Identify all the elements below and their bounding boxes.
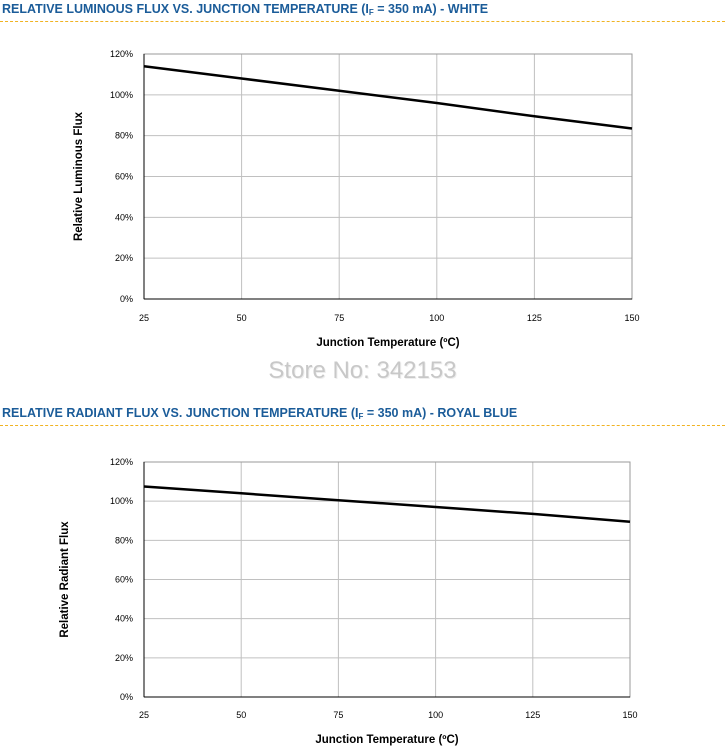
y-tick-label: 60%: [115, 575, 133, 585]
series-line-1: [143, 65, 633, 130]
x-tick-label: 100: [428, 710, 443, 720]
x-tick-label: 50: [236, 710, 246, 720]
y-tick-label: 80%: [115, 131, 133, 141]
y-tick-label: 40%: [115, 614, 133, 624]
y-tick-label: 120%: [110, 49, 133, 59]
x-tick-label: 25: [139, 313, 149, 323]
chart-1-title: RELATIVE LUMINOUS FLUX VS. JUNCTION TEMP…: [2, 2, 488, 17]
x-tick-label: 75: [333, 710, 343, 720]
x-axis-label: Junction Temperature (ºC): [316, 337, 459, 349]
x-tick-label: 150: [624, 313, 639, 323]
x-tick-label: 25: [139, 710, 149, 720]
y-tick-label: 100%: [110, 90, 133, 100]
chart-1-svg: 0% 20% 40% 60% 80% 100% 120% 25 50 75 100 125 150 Jun…: [73, 49, 640, 349]
x-axis-label: Junction Temperature (ºC): [315, 734, 458, 746]
y-tick-label: 40%: [115, 212, 133, 222]
chart-1-title-sub: F: [368, 8, 374, 17]
y-tick-label: 80%: [115, 535, 133, 545]
x-tick-label: 125: [527, 313, 542, 323]
chart-2-divider: [0, 425, 725, 426]
y-tick-label: 0%: [120, 294, 133, 304]
x-tick-label: 50: [237, 313, 247, 323]
x-tick-label: 150: [622, 710, 637, 720]
chart-1-title-pre: RELATIVE LUMINOUS FLUX VS. JUNCTION TEMP…: [2, 2, 369, 16]
y-tick-label: 60%: [115, 172, 133, 182]
y-tick-label: 100%: [110, 496, 133, 506]
chart-2-title: RELATIVE RADIANT FLUX VS. JUNCTION TEMPE…: [2, 406, 517, 421]
chart-1-divider: [0, 21, 725, 22]
y-tick-label: 120%: [110, 457, 133, 467]
y-tick-label: 20%: [115, 253, 133, 263]
y-tick-label: 0%: [120, 692, 133, 702]
chart-2: 0% 20% 40% 60% 80% 100% 120% 25 50 75 100 125 150 Jun…: [0, 440, 725, 748]
chart-2-title-sub: F: [358, 412, 364, 421]
x-tick-label: 75: [334, 313, 344, 323]
chart-1-title-post: = 350 mA) - WHITE: [373, 2, 489, 16]
series-line-1: [143, 485, 631, 523]
y-axis-label: Relative Luminous Flux: [73, 111, 85, 241]
chart-2-svg: 0% 20% 40% 60% 80% 100% 120% 25 50 75 100 125 150 Jun…: [59, 457, 638, 746]
chart-1: 0% 20% 40% 60% 80% 100% 120% 25 50 75 100 125 150 Jun…: [0, 30, 725, 360]
x-tick-label: 100: [429, 313, 444, 323]
store-watermark: Store No: 342153: [268, 357, 457, 384]
chart-2-title-pre: RELATIVE RADIANT FLUX VS. JUNCTION TEMPE…: [2, 406, 359, 420]
y-tick-label: 20%: [115, 653, 133, 663]
chart-2-title-post: = 350 mA) - ROYAL BLUE: [363, 406, 518, 420]
x-tick-label: 125: [525, 710, 540, 720]
y-axis-label: Relative Radiant Flux: [59, 521, 71, 638]
